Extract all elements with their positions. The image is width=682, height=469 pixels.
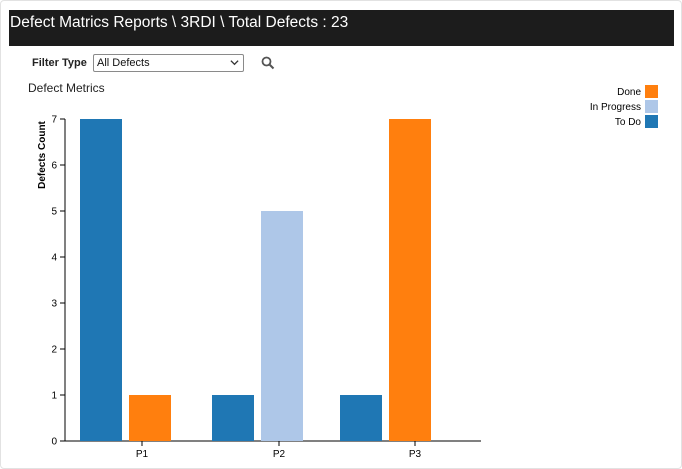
y-tick-label: 3	[51, 299, 57, 310]
bar-p3-to-do	[340, 395, 382, 441]
bar-p1-to-do	[80, 119, 122, 441]
filter-type-label: Filter Type	[32, 57, 87, 69]
filter-type-value: All Defects	[97, 57, 150, 69]
search-icon[interactable]	[261, 56, 275, 70]
y-tick-label: 4	[51, 253, 57, 264]
chevron-down-icon	[230, 60, 239, 66]
x-tick-label: P1	[136, 449, 149, 460]
y-tick-label: 7	[51, 115, 57, 126]
y-tick-label: 6	[51, 161, 57, 172]
y-tick-label: 5	[51, 207, 57, 218]
legend-swatch-in-progress	[645, 100, 658, 113]
bar-p3-done	[389, 119, 431, 441]
y-axis-label: Defects Count	[37, 120, 48, 188]
legend-swatch-done	[645, 85, 658, 98]
x-tick-label: P2	[273, 449, 286, 460]
bar-p1-done	[129, 395, 171, 441]
legend-swatch-to-do	[645, 115, 658, 128]
x-tick-label: P3	[409, 449, 422, 460]
bar-p2-to-do	[212, 395, 254, 441]
page-title: Defect Matrics Reports \ 3RDI \ Total De…	[9, 10, 674, 46]
filter-type-select[interactable]: All Defects	[93, 54, 244, 72]
legend-label: Done	[617, 87, 641, 98]
y-tick-label: 2	[51, 345, 57, 356]
legend-label: In Progress	[590, 102, 641, 113]
y-tick-label: 0	[51, 437, 57, 448]
legend-label: To Do	[615, 117, 642, 128]
chart-title: Defect Metrics	[28, 81, 105, 95]
bar-p2-in-progress	[261, 211, 303, 441]
y-tick-label: 1	[51, 391, 57, 402]
